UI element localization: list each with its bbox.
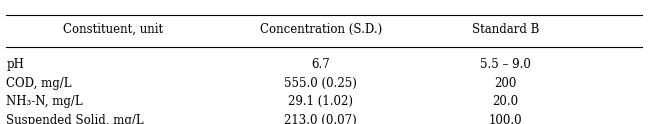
- Text: 100.0: 100.0: [489, 114, 522, 124]
- Text: 5.5 – 9.0: 5.5 – 9.0: [480, 58, 531, 71]
- Text: pH: pH: [6, 58, 25, 71]
- Text: Concentration (S.D.): Concentration (S.D.): [260, 23, 382, 36]
- Text: 29.1 (1.02): 29.1 (1.02): [288, 95, 353, 108]
- Text: 20.0: 20.0: [492, 95, 518, 108]
- Text: Standard B: Standard B: [472, 23, 539, 36]
- Text: 555.0 (0.25): 555.0 (0.25): [284, 77, 357, 90]
- Text: Constituent, unit: Constituent, unit: [64, 23, 163, 36]
- Text: 213.0 (0.07): 213.0 (0.07): [284, 114, 357, 124]
- Text: COD, mg/L: COD, mg/L: [6, 77, 72, 90]
- Text: NH₃-N, mg/L: NH₃-N, mg/L: [6, 95, 83, 108]
- Text: Suspended Solid, mg/L: Suspended Solid, mg/L: [6, 114, 144, 124]
- Text: 200: 200: [494, 77, 516, 90]
- Text: 6.7: 6.7: [312, 58, 330, 71]
